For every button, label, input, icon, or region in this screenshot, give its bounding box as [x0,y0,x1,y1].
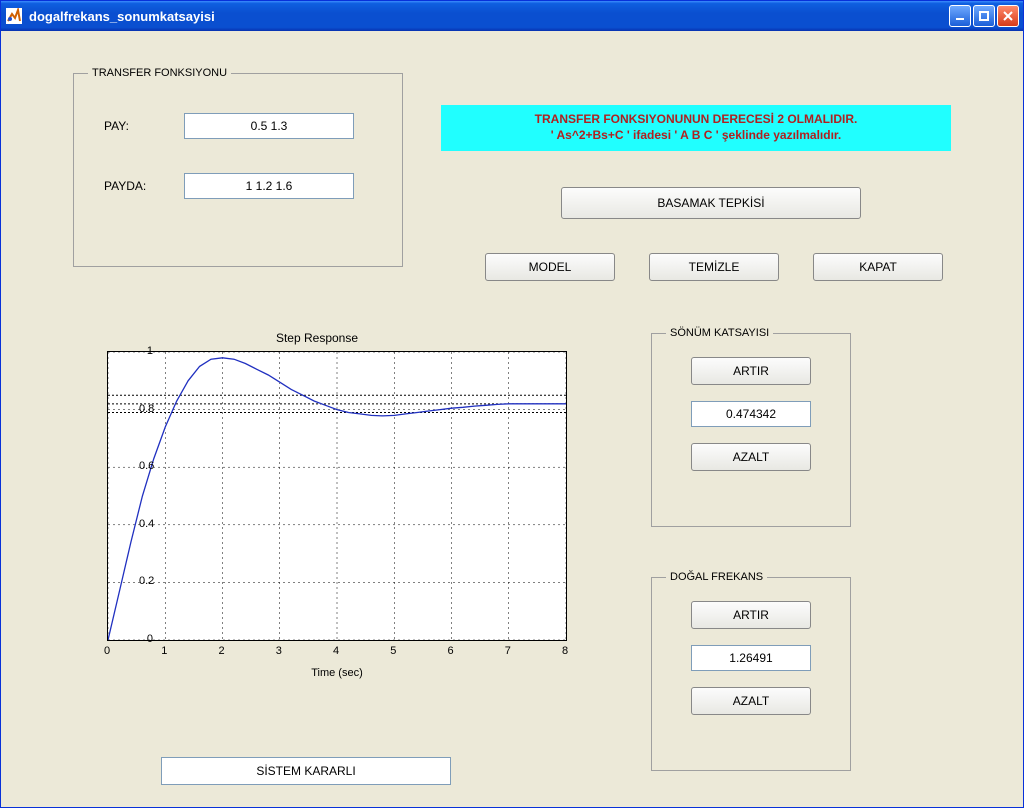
step-response-button[interactable]: BASAMAK TEPKİSİ [561,187,861,219]
close-window-button[interactable] [997,5,1019,27]
damping-value-input[interactable] [691,401,811,427]
minimize-button[interactable] [949,5,971,27]
chart-ytick: 0.2 [139,575,153,587]
damping-increase-button[interactable]: ARTIR [691,357,811,385]
clear-button[interactable]: TEMİZLE [649,253,779,281]
natural-frequency-panel: DOĞAL FREKANS ARTIR AZALT [651,571,851,771]
plot-frame: Amplitude 00.20.40.60.81012345678 [107,351,567,641]
window-buttons [949,5,1019,27]
transfer-function-legend: TRANSFER FONKSIYONU [88,67,231,79]
chart-xtick: 3 [276,645,282,657]
natural-frequency-value-input[interactable] [691,645,811,671]
chart-xtick: 8 [562,645,568,657]
chart-xtick: 2 [218,645,224,657]
damping-legend: SÖNÜM KATSAYISI [666,327,773,339]
transfer-function-panel: TRANSFER FONKSIYONU PAY: PAYDA: [73,67,403,267]
pay-input[interactable] [184,113,354,139]
chart-xtick: 4 [333,645,339,657]
chart-ytick: 0.8 [139,403,153,415]
chart-xlabel: Time (sec) [107,667,567,679]
matlab-icon [5,7,23,25]
action-button-row: MODEL TEMİZLE KAPAT [485,253,943,281]
chart-xtick: 1 [161,645,167,657]
window-title: dogalfrekans_sonumkatsayisi [29,9,949,24]
payda-input[interactable] [184,173,354,199]
info-line-1: TRANSFER FONKSIYONUNUN DERECESİ 2 OLMALI… [535,112,858,128]
chart-xtick: 0 [104,645,110,657]
maximize-button[interactable] [973,5,995,27]
plot-area [107,351,567,641]
chart: Step Response Amplitude 00.20.40.60.8101… [57,331,577,679]
chart-ytick: 1 [139,345,153,357]
chart-xtick: 7 [505,645,511,657]
titlebar: dogalfrekans_sonumkatsayisi [1,1,1023,31]
natural-frequency-decrease-button[interactable]: AZALT [691,687,811,715]
app-window: dogalfrekans_sonumkatsayisi TRANSFER FON… [0,0,1024,808]
info-line-2: ' As^2+Bs+C ' ifadesi ' A B C ' şeklinde… [551,128,842,144]
close-button[interactable]: KAPAT [813,253,943,281]
damping-decrease-button[interactable]: AZALT [691,443,811,471]
chart-ytick: 0.4 [139,518,153,530]
natural-frequency-increase-button[interactable]: ARTIR [691,601,811,629]
chart-xtick: 6 [447,645,453,657]
info-banner: TRANSFER FONKSIYONUNUN DERECESİ 2 OLMALI… [441,105,951,151]
pay-label: PAY: [104,119,184,133]
chart-title: Step Response [57,331,577,345]
chart-ytick: 0.6 [139,460,153,472]
chart-ytick: 0 [139,633,153,645]
stability-status: SİSTEM KARARLI [161,757,451,785]
payda-label: PAYDA: [104,179,184,193]
model-button[interactable]: MODEL [485,253,615,281]
chart-xtick: 5 [390,645,396,657]
natural-frequency-legend: DOĞAL FREKANS [666,571,767,583]
damping-panel: SÖNÜM KATSAYISI ARTIR AZALT [651,327,851,527]
client-area: TRANSFER FONKSIYONU PAY: PAYDA: TRANSFER… [1,31,1023,807]
